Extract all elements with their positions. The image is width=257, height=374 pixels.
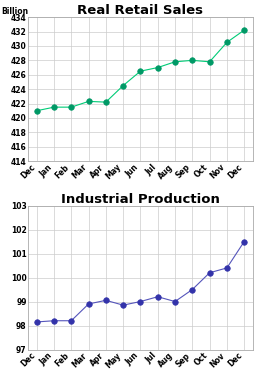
Title: Industrial Production: Industrial Production <box>61 193 220 206</box>
Text: Billion: Billion <box>1 7 28 16</box>
Title: Real Retail Sales: Real Retail Sales <box>77 4 204 17</box>
